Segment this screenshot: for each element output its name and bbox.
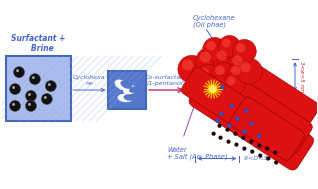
Text: Surfactant +
   Brine: Surfactant + Brine — [11, 34, 66, 53]
Circle shape — [25, 101, 36, 111]
Circle shape — [257, 134, 261, 138]
Circle shape — [28, 93, 31, 96]
Circle shape — [203, 37, 226, 61]
Circle shape — [232, 40, 256, 63]
Circle shape — [249, 122, 253, 126]
Ellipse shape — [124, 94, 135, 101]
Circle shape — [25, 91, 36, 101]
Circle shape — [229, 51, 254, 77]
Circle shape — [221, 85, 225, 89]
Circle shape — [209, 75, 231, 97]
Circle shape — [249, 140, 253, 144]
Circle shape — [45, 81, 56, 91]
Circle shape — [227, 76, 236, 85]
Circle shape — [12, 86, 15, 89]
Circle shape — [30, 74, 40, 84]
Circle shape — [196, 47, 224, 75]
Circle shape — [211, 132, 216, 136]
Circle shape — [199, 68, 209, 77]
Circle shape — [218, 124, 222, 128]
Circle shape — [273, 151, 277, 155]
Ellipse shape — [115, 80, 130, 90]
Circle shape — [231, 66, 241, 75]
Circle shape — [225, 128, 230, 132]
Text: Cyclohexa
ne: Cyclohexa ne — [73, 75, 106, 86]
Circle shape — [244, 109, 248, 113]
Circle shape — [213, 46, 238, 72]
Ellipse shape — [129, 86, 139, 93]
Circle shape — [258, 154, 262, 158]
Circle shape — [218, 35, 240, 57]
Circle shape — [236, 58, 262, 84]
Text: 3<w<5 nm: 3<w<5 nm — [299, 61, 304, 92]
FancyBboxPatch shape — [6, 56, 71, 121]
Circle shape — [16, 69, 19, 72]
Circle shape — [196, 64, 219, 88]
FancyBboxPatch shape — [108, 71, 146, 109]
Circle shape — [236, 43, 245, 53]
Circle shape — [241, 136, 245, 140]
Circle shape — [242, 147, 246, 151]
Circle shape — [12, 103, 15, 106]
Circle shape — [257, 144, 261, 148]
Circle shape — [178, 55, 206, 83]
Circle shape — [217, 50, 227, 60]
FancyBboxPatch shape — [181, 67, 258, 131]
Circle shape — [208, 84, 217, 94]
Ellipse shape — [118, 94, 133, 102]
Circle shape — [48, 83, 51, 86]
Circle shape — [28, 103, 31, 106]
Circle shape — [227, 124, 232, 128]
Circle shape — [212, 78, 221, 87]
Circle shape — [224, 73, 245, 95]
Ellipse shape — [121, 81, 132, 89]
Circle shape — [215, 66, 225, 75]
Circle shape — [44, 96, 47, 99]
Circle shape — [226, 140, 231, 144]
Circle shape — [219, 112, 224, 116]
Circle shape — [14, 67, 24, 78]
Circle shape — [265, 147, 269, 151]
Circle shape — [233, 132, 238, 136]
Circle shape — [250, 149, 254, 154]
FancyBboxPatch shape — [230, 97, 304, 160]
Text: 9<D<35 nm: 9<D<35 nm — [244, 156, 284, 161]
Circle shape — [222, 39, 231, 47]
Circle shape — [206, 41, 216, 50]
Text: Water
+ Salt (Aq. Phase): Water + Salt (Aq. Phase) — [167, 147, 228, 160]
Circle shape — [232, 55, 243, 66]
Circle shape — [216, 119, 219, 123]
Text: Cyclohexane
(Oil phae): Cyclohexane (Oil phae) — [193, 15, 235, 28]
Circle shape — [211, 62, 235, 86]
Circle shape — [240, 62, 251, 72]
Circle shape — [10, 101, 21, 111]
Circle shape — [234, 143, 238, 147]
Circle shape — [266, 156, 270, 160]
Circle shape — [10, 84, 21, 94]
Circle shape — [218, 136, 223, 140]
Circle shape — [274, 160, 278, 164]
Circle shape — [182, 60, 193, 70]
Text: Co-surfactant
(1-pentanol): Co-surfactant (1-pentanol) — [145, 75, 188, 86]
Circle shape — [235, 117, 239, 121]
FancyBboxPatch shape — [238, 60, 318, 122]
Ellipse shape — [123, 86, 137, 94]
FancyBboxPatch shape — [189, 71, 314, 170]
Circle shape — [200, 52, 211, 63]
Circle shape — [242, 130, 246, 134]
Circle shape — [230, 104, 233, 108]
Circle shape — [227, 62, 251, 86]
Circle shape — [32, 76, 35, 79]
FancyBboxPatch shape — [198, 64, 312, 154]
Circle shape — [41, 94, 52, 105]
